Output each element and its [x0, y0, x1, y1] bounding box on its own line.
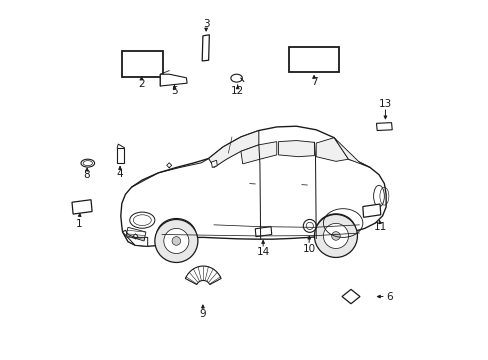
Polygon shape [255, 226, 271, 237]
Text: 8: 8 [83, 170, 90, 180]
Polygon shape [241, 141, 276, 164]
Ellipse shape [81, 159, 94, 167]
Circle shape [163, 228, 188, 253]
Polygon shape [122, 230, 147, 246]
Text: 5: 5 [171, 86, 178, 96]
Text: 12: 12 [231, 86, 244, 96]
Bar [122, 51, 163, 77]
Circle shape [303, 220, 316, 232]
Text: 3: 3 [203, 19, 209, 29]
Circle shape [323, 224, 348, 248]
Polygon shape [160, 74, 187, 86]
Ellipse shape [230, 74, 242, 82]
Ellipse shape [129, 212, 155, 228]
Polygon shape [341, 289, 359, 304]
Text: 1: 1 [76, 219, 82, 229]
Polygon shape [211, 160, 217, 167]
Polygon shape [333, 138, 369, 167]
Text: 7: 7 [310, 77, 317, 87]
Text: 11: 11 [373, 222, 386, 232]
Polygon shape [185, 266, 221, 284]
Polygon shape [316, 138, 348, 161]
Text: 14: 14 [256, 247, 269, 257]
Polygon shape [376, 123, 391, 131]
Text: 10: 10 [302, 244, 315, 254]
Circle shape [155, 220, 198, 262]
Text: 6: 6 [386, 292, 392, 302]
Text: 2: 2 [138, 79, 144, 89]
Circle shape [314, 215, 357, 257]
Polygon shape [278, 140, 314, 157]
Polygon shape [117, 148, 124, 163]
Text: 9: 9 [199, 310, 206, 319]
Text: 4: 4 [117, 169, 123, 179]
Circle shape [331, 231, 340, 240]
Circle shape [172, 237, 180, 245]
Polygon shape [72, 200, 92, 214]
Text: 13: 13 [378, 99, 391, 109]
Polygon shape [202, 35, 209, 61]
Polygon shape [208, 131, 258, 167]
Polygon shape [362, 204, 380, 217]
Bar [289, 46, 338, 72]
Polygon shape [121, 126, 386, 246]
